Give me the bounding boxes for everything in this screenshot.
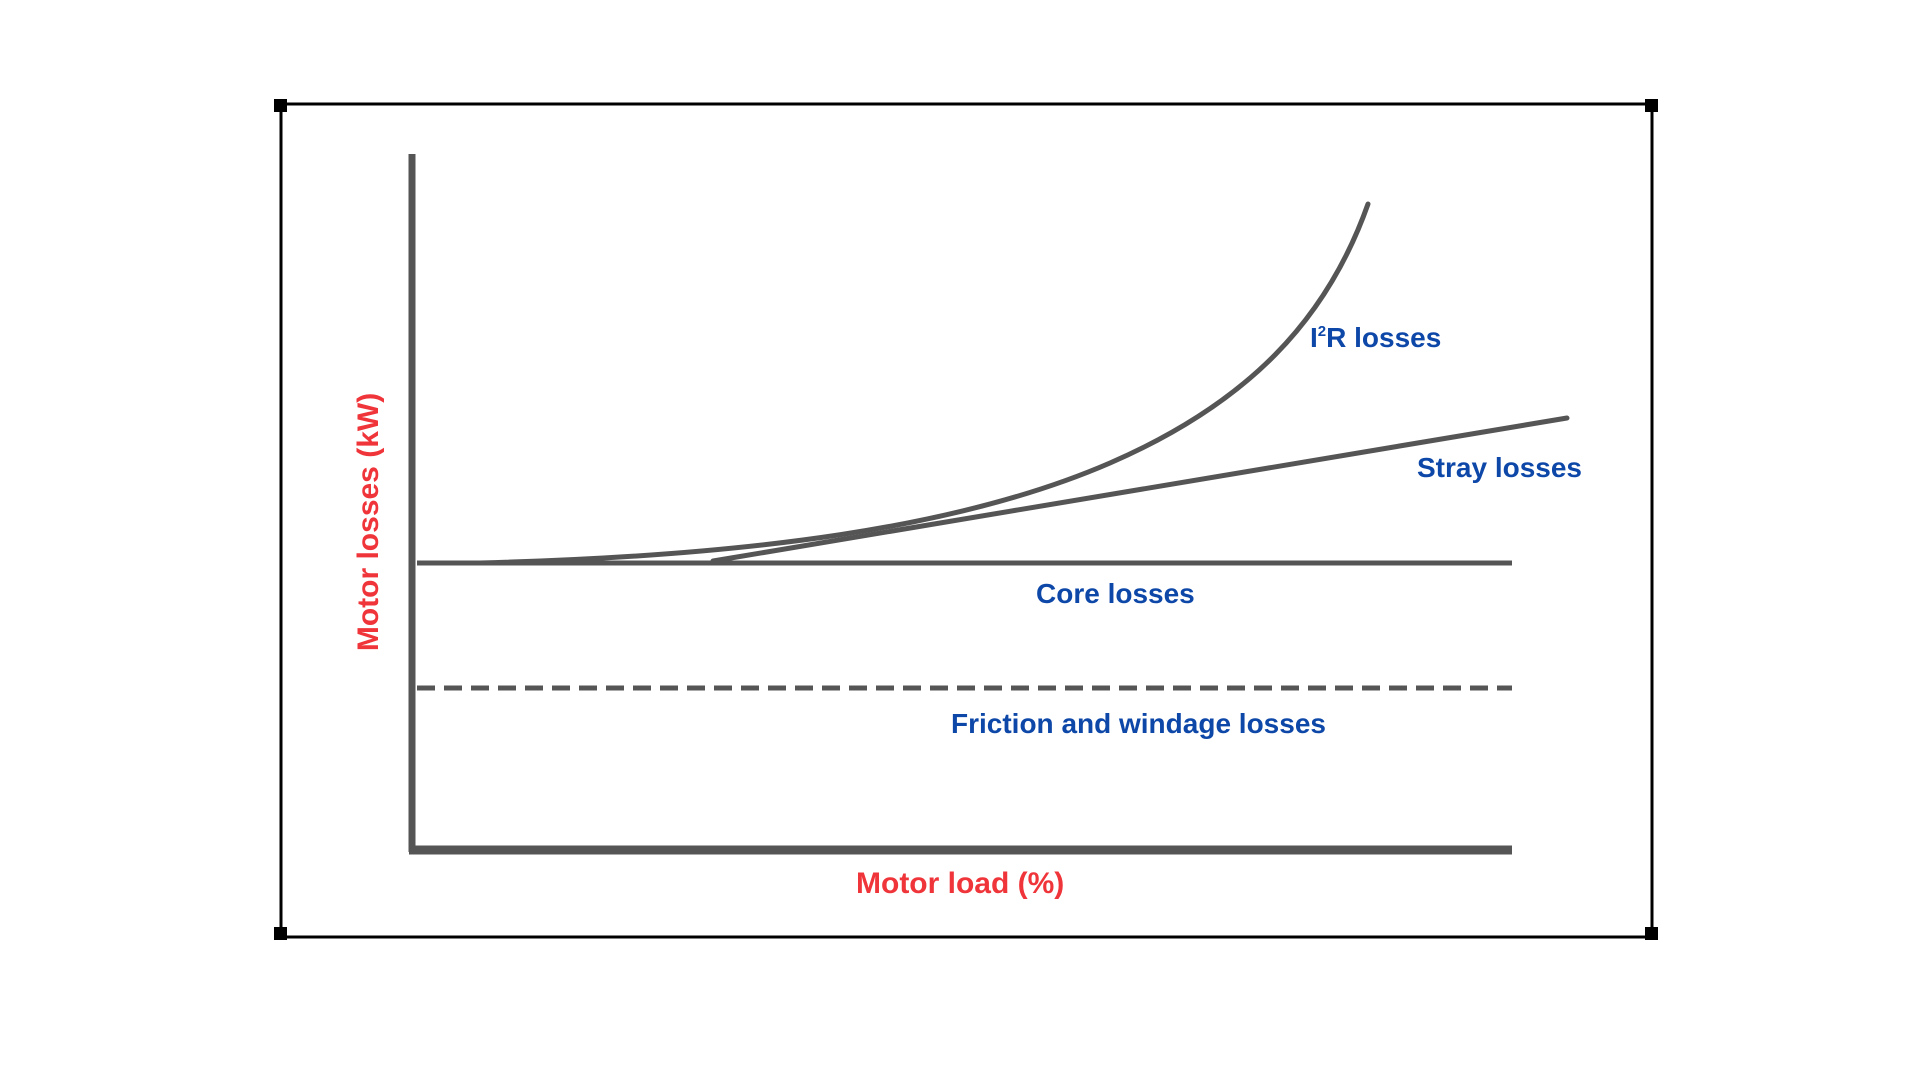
i2r-losses-label: I2R losses xyxy=(1310,322,1441,353)
i2r-losses-curve xyxy=(477,201,1371,566)
frame-handle-top-left[interactable] xyxy=(274,99,287,112)
frame-border xyxy=(279,102,1654,939)
frame-handle-top-right[interactable] xyxy=(1645,99,1658,112)
i2r-label-superscript: 2 xyxy=(1318,323,1326,340)
y-axis-label: Motor losses (kW) xyxy=(352,393,385,651)
i2r-label-i: I xyxy=(1310,322,1318,353)
i2r-label-suffix: R losses xyxy=(1326,322,1441,353)
stray-losses-line xyxy=(710,415,1570,564)
x-axis-label: Motor load (%) xyxy=(856,867,1064,900)
core-losses-label: Core losses xyxy=(1036,578,1195,609)
friction-windage-label: Friction and windage losses xyxy=(951,708,1326,739)
frame-handle-bottom-right[interactable] xyxy=(1645,927,1658,940)
stray-losses-label: Stray losses xyxy=(1417,452,1582,483)
frame-handle-bottom-left[interactable] xyxy=(274,927,287,940)
